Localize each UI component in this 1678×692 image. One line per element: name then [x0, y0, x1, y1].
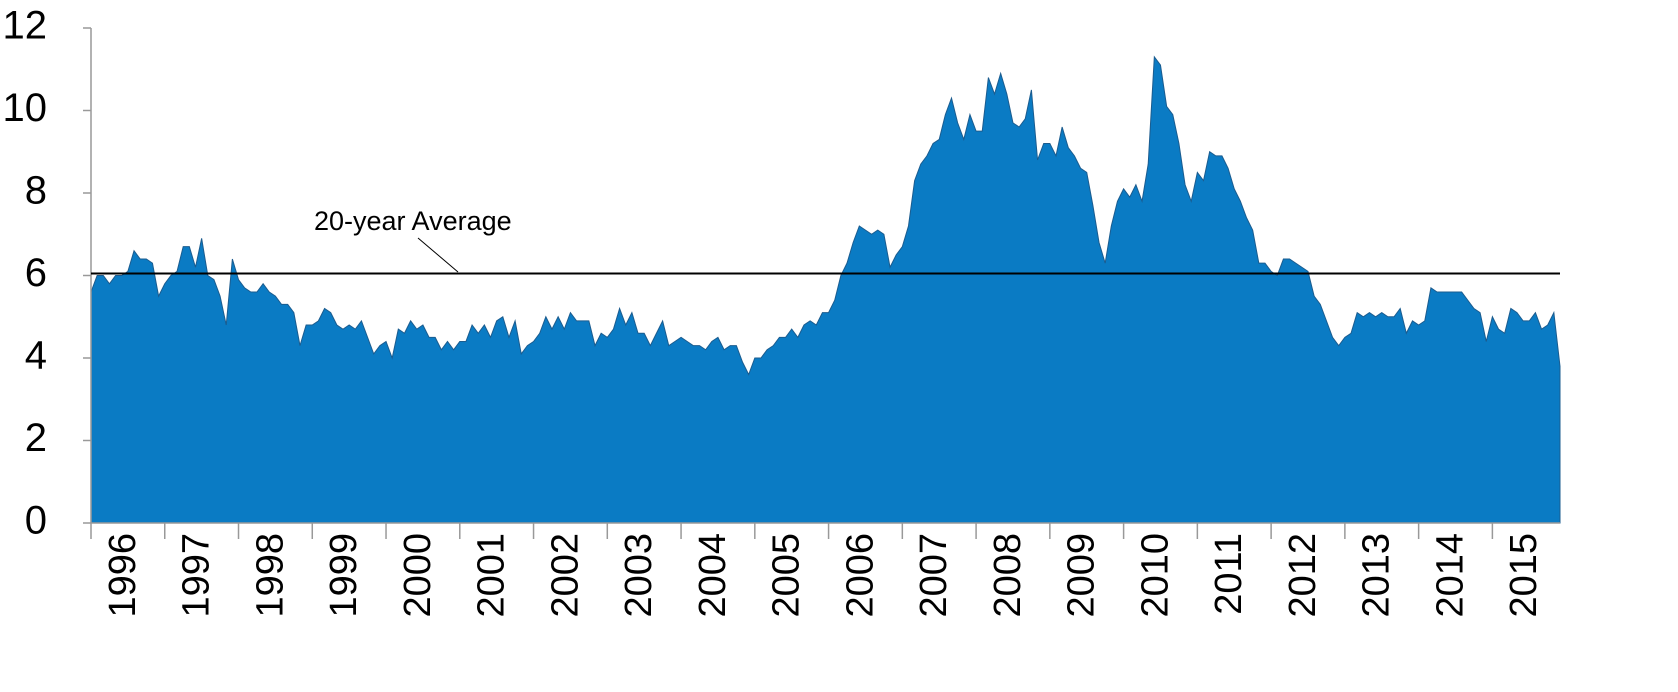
y-tick-label: 2	[25, 416, 47, 460]
y-tick-label: 0	[25, 499, 47, 543]
x-tick-label: 2010	[1134, 533, 1176, 618]
x-tick-label: 1999	[323, 533, 365, 618]
x-tick-label: 2015	[1503, 533, 1545, 618]
x-tick-label: 2012	[1282, 533, 1324, 618]
x-tick-label: 2004	[692, 533, 734, 618]
x-tick-label: 1996	[102, 533, 144, 618]
x-tick-label: 2001	[471, 533, 513, 618]
x-tick-label: 2006	[839, 533, 881, 618]
y-tick-label: 12	[3, 4, 48, 48]
x-tick-label: 2000	[397, 533, 439, 618]
x-tick-label: 1997	[176, 533, 218, 618]
x-tick-label: 2008	[987, 533, 1029, 618]
annotation: 20-year Average	[314, 206, 512, 236]
area	[90, 55, 1561, 524]
y-tick-label: 6	[25, 251, 47, 295]
annotation-leader	[417, 237, 459, 273]
x-tick-label: 2014	[1429, 533, 1471, 618]
x-tick-label: 2013	[1356, 533, 1398, 618]
y-tick-label: 8	[25, 169, 47, 213]
x-tick-label: 2005	[766, 533, 808, 618]
y-tick-label: 4	[25, 334, 47, 378]
x-tick-label: 2007	[913, 533, 955, 618]
x-tick-label: 1998	[249, 533, 291, 618]
x-tick-label: 2009	[1061, 533, 1103, 618]
x-tick-label: 2002	[544, 533, 586, 618]
x-tick-label: 2011	[1208, 533, 1250, 615]
y-tick-label: 10	[3, 86, 48, 130]
x-tick-label: 2003	[618, 533, 660, 618]
